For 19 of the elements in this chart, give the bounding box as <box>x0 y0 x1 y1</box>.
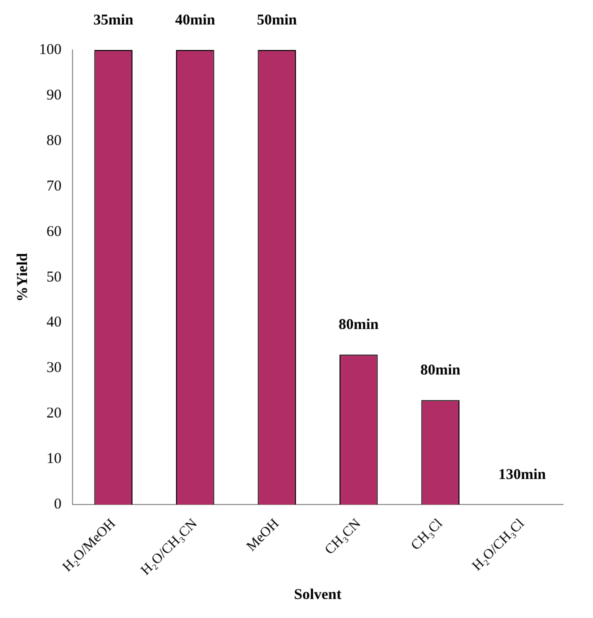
y-tick-label: 90 <box>46 87 62 104</box>
y-axis-title: %Yield <box>14 252 31 302</box>
annotation: 35min <box>93 12 134 28</box>
y-tick-label: 30 <box>46 360 62 376</box>
y-tick-label: 100 <box>39 42 62 58</box>
y-tick-label: 70 <box>46 178 62 194</box>
x-axis-title: Solvent <box>294 586 342 603</box>
annotation: 50min <box>256 12 298 28</box>
y-tick-label: 20 <box>46 406 62 422</box>
annotation: 40min <box>175 12 216 28</box>
y-tick-label: 10 <box>46 451 62 468</box>
y-tick-label: 60 <box>46 224 62 240</box>
y-tick-label: 0 <box>54 496 62 513</box>
y-tick-label: 40 <box>46 314 62 331</box>
y-tick-label: 50 <box>46 269 62 286</box>
annotation: 80min <box>338 317 380 333</box>
annotation: 80min <box>420 362 462 378</box>
y-tick-label: 80 <box>46 132 62 149</box>
annotation: 130min <box>498 467 547 484</box>
